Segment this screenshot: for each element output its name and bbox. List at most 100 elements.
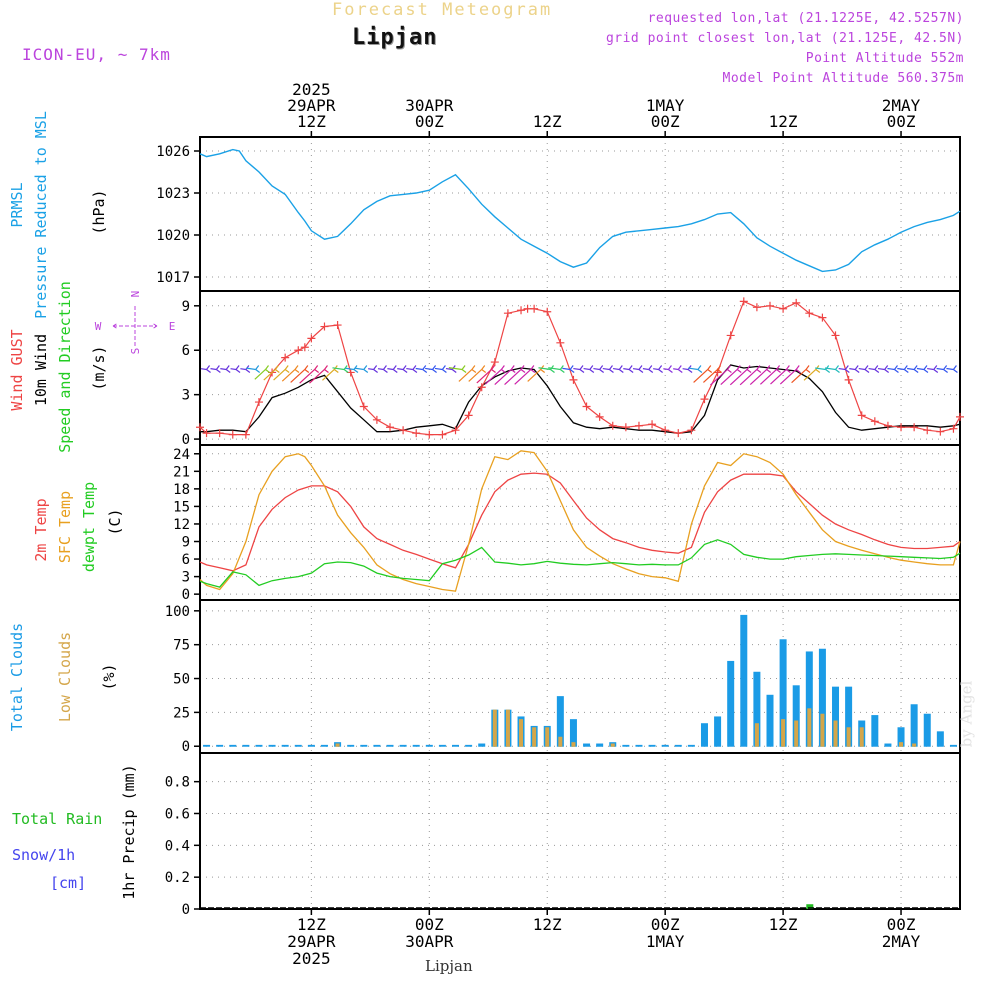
wind-arrow [682, 368, 689, 371]
wind-arrow-head [540, 365, 546, 373]
gust-marker [726, 331, 735, 340]
total-cloud-bar [556, 696, 564, 747]
sfc-temp-line [199, 450, 961, 592]
total-cloud-bar [648, 744, 656, 747]
wind-arrow [593, 367, 600, 371]
temp-ytick-label: 24 [173, 447, 190, 463]
wind-arrow-head [491, 365, 496, 373]
total-cloud-bar [622, 744, 630, 747]
clouds-ytick-label: 100 [165, 604, 190, 620]
low-cloud-bar [794, 720, 799, 747]
wind-arrow [220, 368, 227, 371]
wind-arrow [642, 368, 649, 371]
wind-arrow-head [677, 365, 683, 373]
credit-watermark: by Angel [957, 680, 976, 748]
wind-arrow [281, 369, 296, 382]
wind-arrow [514, 369, 532, 385]
wind-arrow [210, 368, 217, 371]
wind-arrow [332, 367, 345, 371]
pressure-ytick-label: 1017 [156, 270, 190, 286]
snow-unit-label: [cm] [50, 874, 86, 892]
gust-marker [923, 426, 932, 435]
bottom-time-label: 1MAY [646, 932, 685, 951]
gust-marker [228, 430, 237, 439]
gust-marker [543, 307, 552, 316]
gust-marker [582, 402, 591, 411]
wind-arrow-head [500, 365, 506, 373]
footer-location: Lipjan [425, 957, 473, 975]
wind-arrow-head [441, 365, 447, 373]
total-cloud-bar [832, 686, 840, 747]
wind-arrow [425, 367, 433, 371]
wind-arrow [877, 367, 885, 371]
top-time-label: 30APR [405, 96, 454, 115]
wind-arrow [916, 367, 925, 371]
wind-arrow-head [579, 365, 585, 373]
wind-arrow [759, 369, 777, 385]
gust-marker [372, 415, 381, 424]
temp-ytick-label: 21 [173, 464, 190, 480]
wind-arrow [858, 367, 866, 371]
wind-arrow-head [618, 365, 624, 373]
gust-marker [936, 427, 945, 436]
top-time-label: 2MAY [882, 96, 921, 115]
gust-marker [425, 430, 434, 439]
gust-marker [556, 338, 565, 347]
wind-arrow [397, 368, 404, 371]
wind-arrow-head [324, 365, 329, 373]
wind-arrow-head [766, 365, 772, 373]
bottom-time-label: 00Z [415, 915, 444, 934]
total-cloud-bar [687, 744, 695, 747]
low-cloud-bar [807, 708, 812, 747]
total-cloud-bar [884, 743, 892, 747]
wind-arrow [448, 367, 463, 371]
pressure-unit: (hPa) [90, 189, 108, 234]
wind-arrow [663, 368, 669, 371]
gust-marker [386, 423, 394, 432]
wind-arrow-head [726, 365, 732, 373]
total-cloud-bar [360, 744, 368, 747]
wind-arrow [653, 368, 659, 371]
low-cloud-bar [833, 720, 838, 747]
wind-arrow [583, 367, 590, 371]
wind-arrow [445, 367, 453, 371]
low-cloud-bar [505, 709, 510, 747]
wind-arrow-head [569, 365, 575, 373]
temp-ytick-label: 12 [173, 517, 190, 533]
wind-arrow-head [835, 365, 840, 373]
requested-lonlat: requested lon,lat (21.1225E, 42.5257N) [647, 11, 964, 26]
wind-arrow-head [648, 365, 654, 373]
wind-arrow-head [432, 365, 437, 373]
wind-arrow [434, 367, 443, 371]
wind-arrow-head [363, 365, 369, 373]
wind-arrow-head [520, 365, 526, 373]
low-cloud-bar [492, 709, 497, 747]
low-cloud-bar [820, 713, 825, 747]
total-cloud-bar [714, 716, 722, 747]
wind-arrow-head [638, 365, 644, 373]
wind-arrow-head [510, 365, 516, 373]
wind-arrow [355, 367, 364, 371]
wind-arrow-head [412, 365, 418, 373]
precip-ytick-label: 0.6 [165, 806, 190, 822]
temp-ytick-label: 3 [182, 570, 190, 586]
gust-marker [634, 421, 643, 430]
gust-marker [844, 375, 853, 384]
snow-label: Snow/1h [12, 846, 75, 864]
top-time-label: 12Z [297, 112, 326, 131]
total-cloud-bar [661, 744, 669, 747]
total-cloud-bar [727, 660, 735, 747]
top-time-label: 2025 [292, 80, 331, 99]
total-cloud-bar [818, 648, 826, 747]
low-cloud-bar [545, 727, 550, 747]
gust-marker [752, 303, 761, 312]
wind-arrow-head [785, 365, 791, 373]
temp-ytick-label: 6 [182, 552, 190, 568]
wind-ytick-label: 9 [182, 299, 190, 315]
wind-arrow-head [736, 365, 742, 373]
precip-ytick-label: 0 [182, 902, 190, 918]
wind-arrow [494, 369, 512, 385]
gust-marker [307, 334, 316, 343]
gust-marker [196, 423, 204, 432]
compass-s: S [129, 348, 142, 355]
